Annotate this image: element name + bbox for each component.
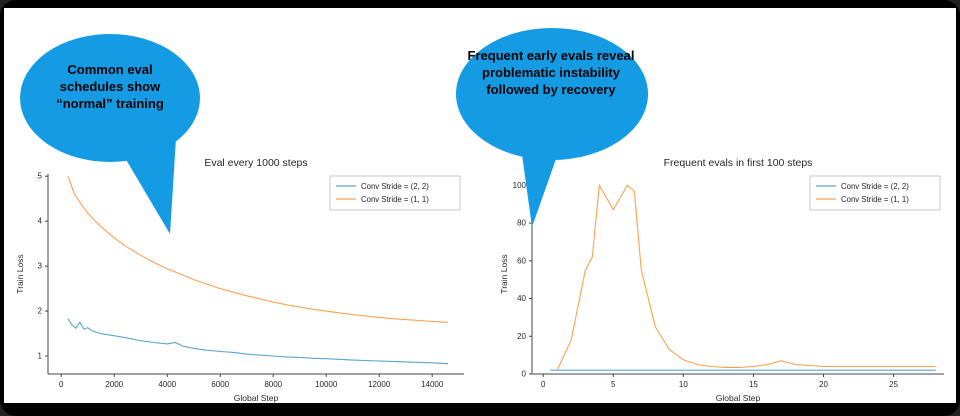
- x-tick-label: 0: [59, 380, 64, 389]
- x-tick-label: 8000: [264, 380, 282, 389]
- x-tick-label: 0: [541, 380, 546, 389]
- legend-box: [329, 175, 461, 211]
- callout-right: Frequent early evals reveal problematic …: [452, 22, 662, 237]
- y-axis-label: Train Loss: [15, 254, 25, 293]
- x-tick-label: 14000: [421, 380, 444, 389]
- x-tick-label: 5: [611, 380, 616, 389]
- x-tick-label: 6000: [211, 380, 229, 389]
- callout-text: Frequent early evals reveal problematic …: [467, 48, 635, 97]
- x-tick-label: 2000: [105, 380, 123, 389]
- series-line: [67, 318, 449, 365]
- x-tick-label: 10: [679, 380, 688, 389]
- y-tick-label: 0: [522, 370, 527, 379]
- y-tick-label: 1: [38, 352, 43, 361]
- chart-svg: 0 5 10 15 20 25 0 20 40 60 80 100 Frequent evals in …: [499, 157, 944, 403]
- x-tick-label: 25: [889, 380, 898, 389]
- y-axis-label: Train Loss: [499, 254, 509, 293]
- x-tick-label: 12000: [368, 380, 391, 389]
- x-tick-label: 20: [819, 380, 828, 389]
- x-tick-label: 15: [749, 380, 758, 389]
- legend-box: [809, 175, 941, 211]
- x-tick-label: 4000: [158, 380, 176, 389]
- speech-bubble-shape: [20, 34, 200, 234]
- legend-label: Conv Stride = (1, 1): [361, 195, 429, 204]
- legend-label: Conv Stride = (2, 2): [361, 182, 429, 191]
- series-line: [67, 176, 449, 323]
- y-tick-label: 80: [517, 219, 526, 228]
- x-tick-label: 10000: [315, 380, 338, 389]
- left-chart: 0 2000 4000 6000 8000 10000 12000 14000 1 2 3 4 5 Eva…: [12, 154, 474, 406]
- series-line: [556, 183, 936, 371]
- y-tick-label: 40: [517, 294, 526, 303]
- y-tick-label: 100: [513, 181, 527, 190]
- callout-text: Common eval schedules show “normal” trai…: [56, 62, 164, 111]
- chart-title: Eval every 1000 steps: [204, 157, 307, 169]
- y-tick-label: 60: [517, 256, 526, 265]
- x-axis-label: Global Step: [234, 393, 279, 403]
- chart-svg: 0 2000 4000 6000 8000 10000 12000 14000 1 2 3 4 5 Eva…: [15, 157, 464, 403]
- speech-bubble-shape: [456, 28, 648, 227]
- y-tick-label: 5: [38, 172, 43, 181]
- right-chart: 0 5 10 15 20 25 0 20 40 60 80 100 Frequent evals in …: [496, 154, 954, 406]
- y-tick-label: 4: [38, 217, 43, 226]
- y-tick-label: 20: [517, 332, 526, 341]
- callout-left: Common eval schedules show “normal” trai…: [18, 26, 218, 241]
- slide-content: 0 2000 4000 6000 8000 10000 12000 14000 1 2 3 4 5 Eva…: [4, 8, 956, 403]
- legend-label: Conv Stride = (2, 2): [841, 182, 909, 191]
- legend-label: Conv Stride = (1, 1): [841, 195, 909, 204]
- y-tick-label: 2: [38, 307, 43, 316]
- y-tick-label: 3: [38, 262, 43, 271]
- chart-title: Frequent evals in first 100 steps: [664, 157, 813, 169]
- x-axis-label: Global Step: [716, 393, 761, 403]
